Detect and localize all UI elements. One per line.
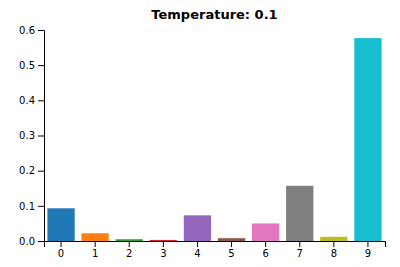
x-tick-label: 8 [331, 248, 337, 259]
x-tick: 3 [160, 241, 166, 259]
x-tick-mark [95, 241, 96, 247]
plot: 0.0 0.1 0.2 0.3 0.4 0.5 0.6 0 1 2 3 4 5 6 7 8 9 [19, 25, 385, 259]
x-tick-label: 6 [262, 248, 268, 259]
x-tick: 5 [228, 241, 234, 259]
y-tick: 0.2 [19, 165, 44, 176]
x-tick-mark [367, 241, 368, 247]
bar [82, 233, 109, 241]
y-axis: 0.0 0.1 0.2 0.3 0.4 0.5 0.6 [19, 25, 44, 247]
y-tick-label: 0.5 [19, 60, 35, 71]
y-tick-label: 0.6 [19, 25, 35, 36]
x-tick-label: 4 [194, 248, 200, 259]
bar [320, 237, 347, 241]
y-tick-label: 0.2 [19, 165, 35, 176]
bar [252, 223, 279, 241]
y-tick-mark [38, 241, 44, 242]
y-tick: 0.4 [19, 95, 44, 106]
x-tick-mark [265, 241, 266, 247]
y-tick-mark [38, 136, 44, 137]
y-tick: 0.1 [19, 201, 44, 212]
y-tick-mark [38, 65, 44, 66]
x-tick-label: 9 [365, 248, 371, 259]
x-tick-label: 1 [92, 248, 98, 259]
y-tick-mark [38, 171, 44, 172]
bar [150, 240, 177, 241]
bars [47, 38, 381, 241]
y-tick: 0.0 [19, 236, 44, 247]
x-tick: 8 [331, 241, 337, 259]
y-tick-mark [38, 206, 44, 207]
bar [218, 238, 245, 241]
x-tick: 7 [297, 241, 303, 259]
y-tick-mark [38, 30, 44, 31]
x-tick: 9 [365, 241, 371, 259]
bar [354, 38, 381, 241]
x-tick: 2 [126, 241, 132, 259]
x-tick-mark [61, 241, 62, 247]
y-tick: 0.5 [19, 60, 44, 71]
x-tick-label: 7 [297, 248, 303, 259]
y-tick-label: 0.1 [19, 201, 35, 212]
bar [184, 215, 211, 241]
y-tick-label: 0.4 [19, 95, 35, 106]
y-tick-mark [38, 100, 44, 101]
x-axis-line [45, 242, 386, 248]
y-tick: 0.6 [19, 25, 44, 36]
x-axis: 0 1 2 3 4 5 6 7 8 9 [45, 241, 386, 259]
y-tick-label: 0.3 [19, 130, 35, 141]
x-tick-label: 5 [228, 248, 234, 259]
title: Temperature: 0.1 [151, 7, 277, 22]
x-tick-label: 0 [58, 248, 64, 259]
x-tick-label: 3 [160, 248, 166, 259]
x-tick: 1 [92, 241, 98, 259]
x-tick-mark [333, 241, 334, 247]
y-tick-label: 0.0 [19, 236, 35, 247]
bar [47, 208, 74, 241]
y-axis-line [38, 31, 45, 242]
x-tick: 6 [262, 241, 268, 259]
chart: 0.0 0.1 0.2 0.3 0.4 0.5 0.6 0 1 2 3 4 5 6 7 8 9 Temperatu… [0, 0, 400, 267]
x-tick-mark [299, 241, 300, 247]
bar [116, 239, 143, 241]
bar [286, 186, 313, 241]
x-tick-mark [197, 241, 198, 247]
x-tick-mark [231, 241, 232, 247]
x-tick: 4 [194, 241, 200, 259]
y-tick: 0.3 [19, 130, 44, 141]
x-tick-mark [163, 241, 164, 247]
x-tick-mark [129, 241, 130, 247]
x-tick-label: 2 [126, 248, 132, 259]
x-tick: 0 [58, 241, 64, 259]
